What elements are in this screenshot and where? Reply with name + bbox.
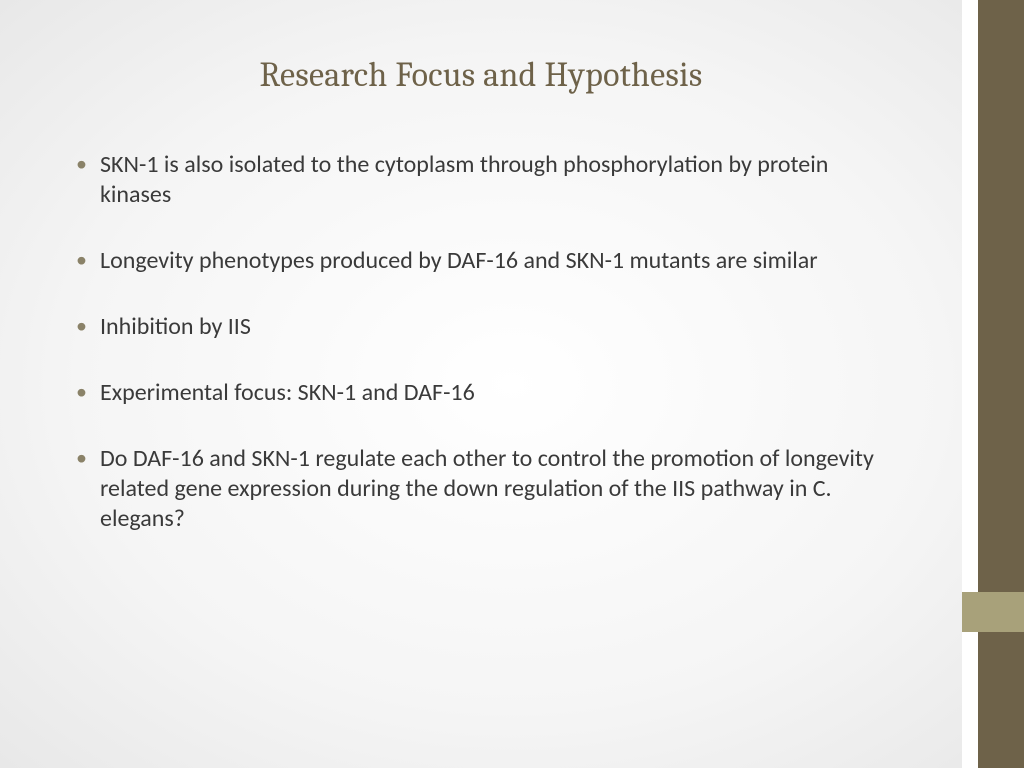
bullet-item: SKN-1 is also isolated to the cytoplasm … [76,150,902,210]
bullet-item: Longevity phenotypes produced by DAF-16 … [76,246,902,276]
sidebar-dark-stripe [978,0,1024,768]
bullet-list: SKN-1 is also isolated to the cytoplasm … [60,150,902,534]
sidebar-accent-block [962,592,1024,632]
bullet-item: Experimental focus: SKN-1 and DAF-16 [76,378,902,408]
slide-content: Research Focus and Hypothesis SKN-1 is a… [0,0,962,768]
slide-title: Research Focus and Hypothesis [60,55,902,95]
bullet-item: Do DAF-16 and SKN-1 regulate each other … [76,444,902,534]
bullet-item: Inhibition by IIS [76,312,902,342]
sidebar-light-stripe [962,0,978,768]
